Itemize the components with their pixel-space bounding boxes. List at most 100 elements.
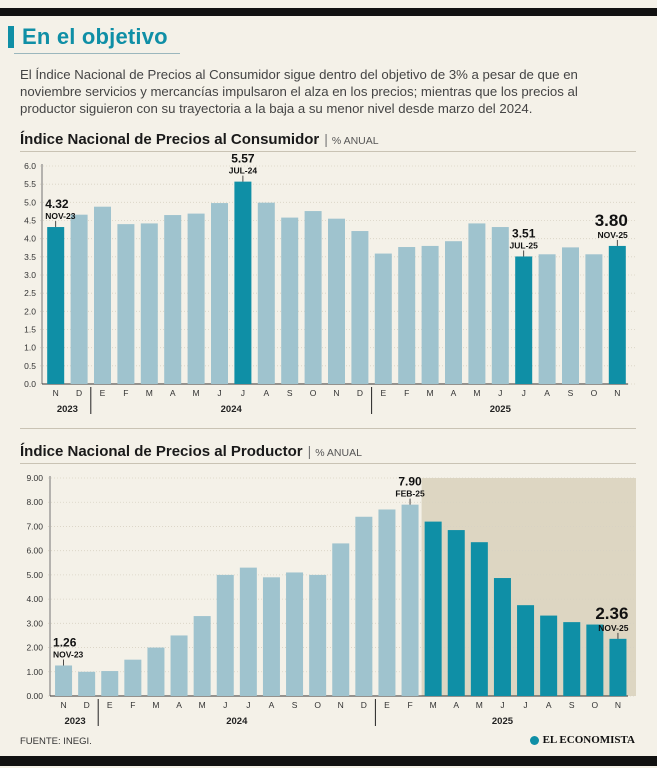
annotation-date: JUL-24 (229, 166, 258, 176)
top-bar (0, 8, 657, 16)
cpi-subtitle: % ANUAL (331, 135, 379, 147)
bar (609, 638, 627, 696)
x-tick-label: O (592, 700, 599, 710)
y-tick-label: 2.00 (26, 643, 43, 653)
x-tick-label: E (384, 700, 390, 710)
bar (468, 223, 486, 384)
bar (586, 624, 604, 696)
x-tick-label: F (407, 700, 412, 710)
x-tick-label: N (60, 700, 66, 710)
source-note: FUENTE: INEGI. (20, 736, 92, 747)
x-tick-label: A (170, 388, 176, 398)
ppi-subtitle: % ANUAL (315, 447, 362, 459)
bar (421, 245, 439, 384)
y-tick-label: 1.0 (24, 343, 36, 353)
x-tick-label: M (146, 388, 153, 398)
x-tick-label: D (76, 388, 82, 398)
annotation-value: 5.57 (231, 152, 255, 166)
bar (515, 256, 533, 384)
y-tick-label: 1.00 (26, 667, 43, 677)
bar (374, 253, 392, 384)
x-tick-label: N (615, 700, 621, 710)
bar (94, 206, 111, 384)
brand-logo: EL ECONOMISTA (529, 734, 635, 746)
bar (585, 254, 603, 384)
x-tick-label: N (614, 388, 620, 398)
annotation-date: NOV-23 (45, 211, 76, 221)
bar (187, 213, 205, 384)
annotation-value: 2.36 (595, 604, 628, 623)
x-tick-label: N (53, 388, 59, 398)
y-tick-label: 5.0 (24, 197, 36, 207)
year-label: 2023 (65, 716, 86, 727)
y-tick-label: 3.00 (26, 618, 43, 628)
title-underline (14, 53, 180, 54)
x-tick-label: M (473, 388, 480, 398)
bar (170, 635, 188, 696)
x-tick-label: S (292, 700, 298, 710)
x-tick-label: M (427, 388, 434, 398)
x-tick-label: M (476, 700, 483, 710)
year-label: 2024 (221, 404, 243, 415)
bar (563, 622, 581, 696)
x-tick-label: A (453, 700, 459, 710)
x-tick-label: M (193, 388, 200, 398)
y-tick-label: 6.0 (24, 161, 36, 171)
y-tick-label: 2.0 (24, 306, 36, 316)
x-tick-label: F (404, 388, 409, 398)
x-tick-label: A (451, 388, 457, 398)
bar (281, 217, 299, 384)
annotation-date: FEB-25 (395, 489, 425, 499)
bar (239, 567, 257, 696)
ppi-chart: 0.00 1.00 2.00 3.00 4.00 5.00 6.00 7.00 8.00 9.00… (26, 473, 636, 727)
bar (493, 578, 511, 696)
bar (47, 227, 65, 384)
x-tick-label: F (123, 388, 128, 398)
x-tick-label: O (314, 700, 321, 710)
x-tick-label: E (100, 388, 106, 398)
annotation-date: NOV-23 (53, 649, 84, 659)
x-tick-label: A (269, 700, 275, 710)
year-label: 2025 (490, 404, 512, 415)
x-tick-label: E (380, 388, 386, 398)
x-tick-label: J (523, 700, 527, 710)
x-tick-label: S (568, 388, 574, 398)
x-tick-label: N (333, 388, 339, 398)
bar (538, 254, 556, 384)
bar (355, 516, 373, 696)
bar (147, 647, 165, 696)
annotation-value: 3.80 (595, 211, 628, 230)
y-tick-label: 7.00 (26, 521, 43, 531)
cpi-title-text: Índice Nacional de Precios al Consumidor (20, 131, 320, 148)
x-tick-label: S (569, 700, 575, 710)
bar (234, 181, 252, 384)
brand-name: EL ECONOMISTA (542, 734, 635, 746)
bar (491, 227, 509, 384)
bar (328, 218, 345, 384)
page-title: En el objetivo (22, 24, 168, 49)
y-tick-label: 3.0 (24, 270, 36, 280)
bar (445, 241, 462, 384)
annotation-date: NOV-25 (598, 623, 629, 633)
bar (378, 509, 396, 696)
bar (117, 224, 135, 384)
x-tick-label: N (338, 700, 344, 710)
annotation-value: 1.26 (53, 635, 77, 649)
bar (447, 530, 465, 696)
bar (540, 615, 558, 696)
ppi-title-text: Índice Nacional de Precios al Productor (20, 443, 303, 460)
bar (257, 202, 275, 384)
cpi-title-rule (20, 151, 636, 152)
bar (309, 574, 327, 696)
y-tick-label: 5.5 (24, 179, 36, 189)
ppi-title-rule (20, 463, 636, 464)
cpi-title: Índice Nacional de Precios al Consumidor… (20, 131, 379, 148)
year-label: 2025 (492, 716, 514, 727)
x-tick-label: D (361, 700, 367, 710)
y-tick-label: 4.0 (24, 234, 36, 244)
x-tick-label: J (223, 700, 227, 710)
bar (70, 214, 88, 384)
bar (517, 605, 535, 696)
bar (124, 659, 142, 696)
bar (55, 665, 73, 696)
